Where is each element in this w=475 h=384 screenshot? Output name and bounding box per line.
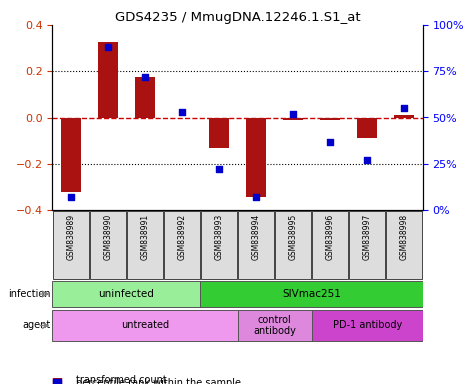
Text: GSM838991: GSM838991 [141,214,149,260]
Text: uninfected: uninfected [98,289,154,299]
Text: GSM838995: GSM838995 [289,214,297,260]
Text: GSM838996: GSM838996 [326,214,334,260]
Text: GSM838993: GSM838993 [215,214,223,260]
Title: GDS4235 / MmugDNA.12246.1.S1_at: GDS4235 / MmugDNA.12246.1.S1_at [114,11,361,24]
Point [178,109,186,115]
Text: GSM838989: GSM838989 [66,214,75,260]
FancyBboxPatch shape [238,310,312,341]
Text: percentile rank within the sample: percentile rank within the sample [76,378,241,384]
Bar [394,115,414,118]
Text: infection: infection [8,289,50,299]
Text: GSM838998: GSM838998 [400,214,408,260]
Bar [357,118,377,138]
FancyBboxPatch shape [275,211,311,279]
Point [289,111,297,117]
Point [252,194,260,200]
Text: GSM838997: GSM838997 [363,214,371,260]
FancyBboxPatch shape [312,211,348,279]
Bar [320,118,340,120]
Point [215,166,223,172]
FancyBboxPatch shape [349,211,385,279]
Bar [209,118,229,147]
FancyBboxPatch shape [238,211,274,279]
Text: transformed count: transformed count [76,375,167,384]
Point [141,74,149,80]
Text: untreated: untreated [121,321,169,331]
FancyBboxPatch shape [312,310,423,341]
Bar [246,118,266,197]
Point [104,44,112,50]
Point [363,157,371,163]
Bar [61,118,81,192]
Bar [98,42,118,118]
Text: GSM838992: GSM838992 [178,214,186,260]
Text: GSM838994: GSM838994 [252,214,260,260]
FancyBboxPatch shape [200,281,423,306]
Text: SIVmac251: SIVmac251 [282,289,341,299]
Text: PD-1 antibody: PD-1 antibody [332,321,402,331]
Text: control
antibody: control antibody [253,315,296,336]
FancyBboxPatch shape [52,281,200,306]
Bar [135,77,155,118]
FancyBboxPatch shape [52,310,238,341]
Bar [283,118,303,120]
FancyBboxPatch shape [127,211,163,279]
Point [326,139,334,145]
FancyBboxPatch shape [53,211,89,279]
Text: GSM838990: GSM838990 [104,214,112,260]
Text: agent: agent [22,321,50,331]
FancyBboxPatch shape [386,211,422,279]
Point [400,105,408,111]
FancyBboxPatch shape [164,211,200,279]
FancyBboxPatch shape [201,211,237,279]
Point [67,194,75,200]
FancyBboxPatch shape [90,211,126,279]
